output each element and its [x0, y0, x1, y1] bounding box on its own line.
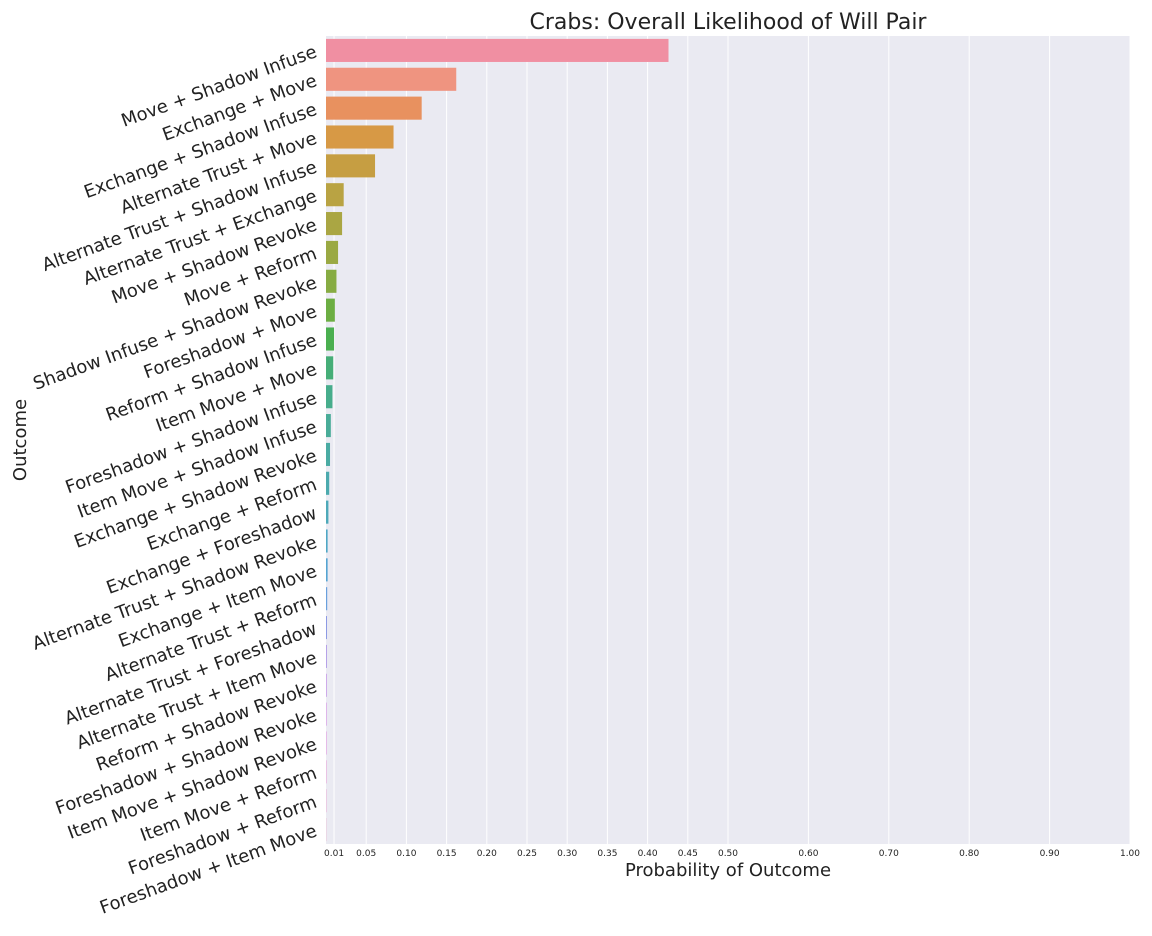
bar	[326, 616, 327, 640]
bar	[326, 298, 335, 322]
x-tick-label: 0.60	[798, 849, 818, 859]
bar	[326, 269, 337, 293]
x-tick-label: 0.40	[638, 849, 658, 859]
bar	[326, 558, 328, 582]
x-tick-label: 0.45	[678, 849, 698, 859]
x-tick-label: 0.05	[356, 849, 376, 859]
bar	[326, 67, 457, 91]
gridlines	[333, 36, 1131, 844]
x-tick-label: 0.10	[396, 849, 416, 859]
x-tick-label: 0.35	[597, 849, 617, 859]
bar	[326, 644, 327, 668]
x-tick-label: 0.01	[324, 849, 344, 859]
bar	[326, 529, 328, 553]
bar	[326, 442, 331, 466]
bar	[326, 356, 334, 380]
bar	[326, 385, 333, 409]
x-tick-label: 0.20	[477, 849, 497, 859]
bar	[326, 414, 331, 438]
bar	[326, 183, 344, 207]
bar	[326, 327, 335, 351]
chart-title: Crabs: Overall Likelihood of Will Pair	[530, 10, 928, 35]
x-tick-label: 0.25	[517, 849, 537, 859]
bars	[326, 38, 669, 842]
bar	[326, 240, 339, 264]
bar	[326, 587, 328, 611]
bar	[326, 471, 330, 495]
x-tick-label: 0.70	[879, 849, 899, 859]
bar	[326, 125, 394, 149]
x-tick-label: 0.50	[718, 849, 738, 859]
x-tick-label: 0.90	[1040, 849, 1060, 859]
bar	[326, 38, 669, 62]
x-tick-labels: 0.01 0.05 0.10 0.15 0.20 0.25 0.30 0.35 0.40 0.45…	[324, 849, 1140, 859]
x-tick-label: 0.30	[557, 849, 577, 859]
bar	[326, 154, 376, 178]
x-tick-label: 0.15	[437, 849, 457, 859]
x-tick-label: 1.00	[1120, 849, 1140, 859]
x-axis-label: Probability of Outcome	[625, 860, 831, 881]
bar	[326, 500, 329, 524]
y-axis-label: Outcome	[10, 399, 31, 481]
bar	[326, 96, 422, 120]
bar	[326, 212, 343, 236]
bar	[326, 673, 327, 697]
x-tick-label: 0.80	[959, 849, 979, 859]
